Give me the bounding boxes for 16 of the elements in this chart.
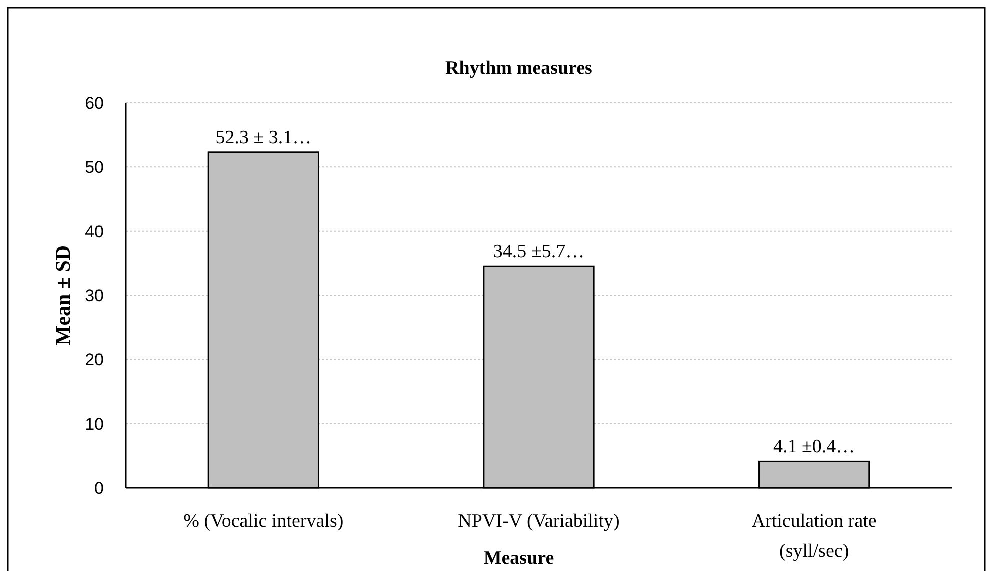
y-tick-label: 30 bbox=[85, 286, 104, 306]
y-tick-label: 20 bbox=[85, 350, 104, 370]
data-label: 52.3 ± 3.1… bbox=[216, 127, 312, 148]
data-label: 34.5 ±5.7… bbox=[493, 242, 585, 263]
y-tick-label: 50 bbox=[85, 158, 104, 178]
x-axis-title: Measure bbox=[484, 548, 554, 569]
y-tick-label: 40 bbox=[85, 222, 104, 242]
y-tick-label: 0 bbox=[94, 478, 104, 498]
x-tick-label: % (Vocalic intervals) bbox=[184, 511, 344, 532]
data-label: 4.1 ±0.4… bbox=[773, 436, 856, 458]
chart-title: Rhythm measures bbox=[446, 58, 592, 79]
y-tick-label: 60 bbox=[85, 94, 104, 113]
y-axis-title: Mean ± SD bbox=[51, 245, 75, 346]
x-tick-label: Articulation rate (syll/sec) bbox=[752, 511, 877, 562]
x-tick-label: NPVI-V (Variability) bbox=[458, 511, 620, 532]
y-tick-label: 10 bbox=[85, 414, 104, 434]
